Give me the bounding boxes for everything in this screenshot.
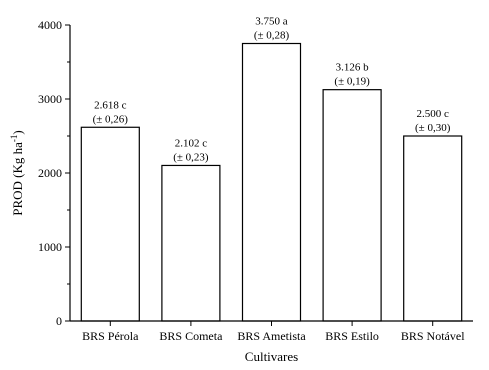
y-tick-label: 3000 <box>38 92 62 106</box>
bar <box>403 135 463 322</box>
bar <box>322 89 382 322</box>
y-tick-label: 0 <box>56 314 62 328</box>
bar-value-label: 2.102 c <box>175 137 208 149</box>
y-axis-title-main: PROD (Kg ha <box>10 142 25 216</box>
y-axis-title-superscript: -1 <box>9 135 19 143</box>
x-tick-label: BRS Notável <box>401 329 465 343</box>
bar-error-label: (± 0,23) <box>173 151 209 163</box>
y-tick-label: 4000 <box>38 18 62 32</box>
y-tick-label: 2000 <box>38 166 62 180</box>
data-labels: 2.618 c (± 0,26) 2.102 c (± 0,23) 3.750 a (± … <box>93 16 451 164</box>
bar <box>161 164 221 322</box>
y-tick-label: 1000 <box>38 240 62 254</box>
bar-error-label: (± 0,28) <box>254 30 290 42</box>
bar-error-label: (± 0,19) <box>334 76 370 88</box>
x-tick-label: BRS Estilo <box>325 329 379 343</box>
bar-error-label: (± 0,26) <box>93 113 129 125</box>
bar-value-label: 3.126 b <box>336 62 370 74</box>
bar-value-label: 3.750 a <box>255 16 288 28</box>
y-axis-title-close: ) <box>10 130 25 134</box>
y-axis-title: PROD (Kg ha-1) <box>9 130 25 216</box>
x-tick-label: BRS Cometa <box>159 329 223 343</box>
bar-value-label: 2.500 c <box>417 108 450 120</box>
bar-value-label: 2.618 c <box>94 99 127 111</box>
bar <box>80 126 140 322</box>
x-axis-title: Cultivares <box>245 349 298 364</box>
y-axis-ticks: 0 1000 2000 3000 4000 <box>38 18 70 328</box>
bars <box>80 42 463 322</box>
x-axis-ticks: BRS Pérola BRS Cometa BRS Ametista BRS Esti… <box>82 321 465 343</box>
bar <box>241 42 302 322</box>
bar-error-label: (± 0,30) <box>415 122 451 134</box>
x-tick-label: BRS Ametista <box>237 329 306 343</box>
x-tick-label: BRS Pérola <box>82 329 139 343</box>
